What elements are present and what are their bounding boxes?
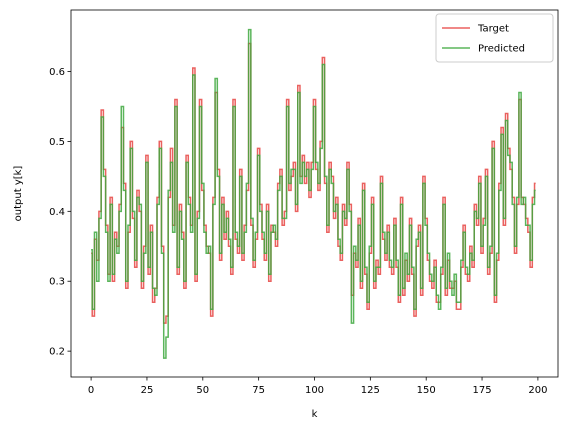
x-tick-label: 100 [305, 385, 324, 396]
x-tick-label: 0 [88, 385, 94, 396]
plot-area [91, 28, 536, 359]
series-predicted-line [91, 28, 536, 359]
x-tick-label: 125 [361, 385, 380, 396]
y-tick-label: 0.3 [49, 277, 65, 288]
series-target-line [91, 42, 536, 324]
x-tick-label: 175 [472, 385, 491, 396]
x-tick-label: 200 [528, 385, 547, 396]
legend: Target Predicted [435, 13, 554, 63]
x-axis-label: k [312, 409, 318, 420]
legend-frame [435, 13, 554, 63]
legend-label-predicted: Predicted [478, 44, 525, 55]
y-axis-label: output y[k] [13, 166, 24, 222]
x-tick-label: 150 [417, 385, 436, 396]
legend-label-target: Target [477, 24, 509, 35]
x-axis-ticks: 0 25 50 75 100 125 150 175 200 [88, 377, 547, 396]
y-tick-label: 0.5 [49, 137, 65, 148]
x-tick-label: 50 [196, 385, 209, 396]
x-tick-label: 25 [141, 385, 154, 396]
y-tick-label: 0.2 [49, 347, 65, 358]
x-tick-label: 75 [252, 385, 265, 396]
y-tick-label: 0.6 [49, 67, 65, 78]
y-tick-label: 0.4 [49, 207, 65, 218]
y-axis-ticks: 0.2 0.3 0.4 0.5 0.6 [49, 67, 71, 358]
